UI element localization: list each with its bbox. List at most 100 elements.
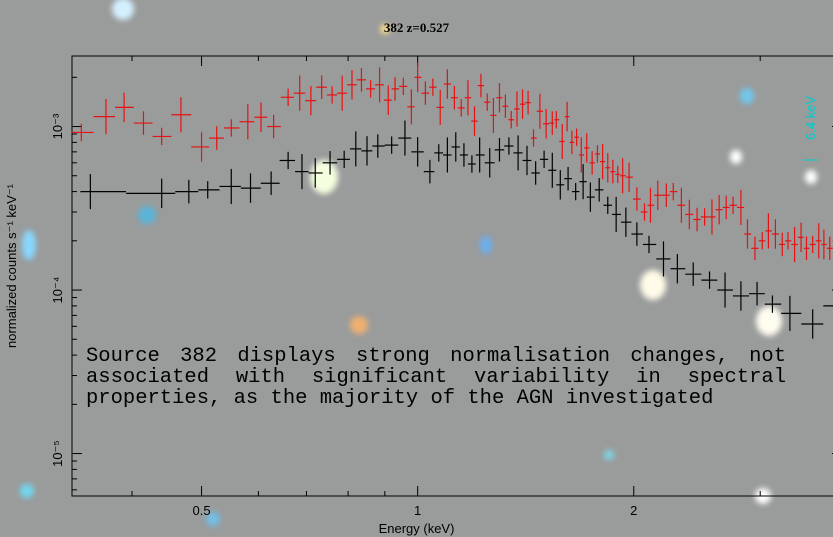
data-point: [513, 135, 523, 171]
data-point: [484, 148, 495, 178]
data-point: [715, 194, 723, 225]
data-point: [531, 161, 540, 185]
data-point: [530, 129, 537, 147]
data-point: [722, 195, 730, 220]
data-point: [536, 93, 544, 129]
data-point: [610, 159, 616, 184]
data-point: [411, 137, 424, 167]
data-point: [514, 91, 520, 127]
data-point: [175, 179, 199, 204]
data-point: [751, 236, 759, 261]
data-point: [459, 143, 468, 167]
data-point: [414, 62, 422, 93]
y-tick-label: 10⁻⁴: [50, 277, 65, 304]
data-point: [464, 80, 472, 116]
background-glow: [20, 484, 34, 498]
data-point: [549, 111, 555, 135]
data-point: [611, 196, 622, 232]
data-point: [477, 73, 485, 98]
data-point: [171, 97, 192, 133]
data-point: [539, 150, 549, 169]
data-point: [669, 182, 678, 201]
data-point: [670, 254, 686, 284]
data-point: [457, 99, 465, 117]
plot-frame: [71, 55, 833, 497]
background-glow: [22, 230, 36, 260]
data-point: [578, 137, 585, 173]
data-point: [778, 232, 786, 257]
y-tick-label: 10⁻⁵: [50, 440, 65, 467]
data-point: [375, 67, 384, 103]
background-glow: [604, 450, 614, 460]
data-point: [384, 136, 399, 154]
data-point: [594, 145, 601, 163]
data-point: [744, 219, 752, 249]
data-point: [717, 272, 733, 308]
background-glow: [805, 170, 817, 184]
data-point: [556, 170, 565, 200]
y-tick-label: 10⁻³: [50, 113, 65, 139]
caption-text: Source 382 displays strong normalisation…: [86, 345, 799, 410]
data-point: [508, 111, 515, 129]
background-glow: [112, 0, 134, 20]
data-point: [574, 128, 579, 146]
data-point: [443, 69, 451, 99]
data-point: [337, 75, 348, 111]
data-point: [429, 78, 437, 96]
data-point: [383, 85, 392, 115]
data-point: [280, 88, 294, 106]
data-point: [504, 137, 514, 155]
data-point: [700, 208, 709, 226]
x-axis-label: Energy (keV): [378, 521, 455, 536]
data-point: [662, 183, 670, 207]
data-point: [803, 236, 810, 261]
data-point: [502, 94, 509, 119]
data-point: [209, 126, 225, 150]
data-marks: [71, 62, 833, 339]
data-point: [475, 137, 485, 173]
data-point: [316, 75, 327, 99]
data-point: [605, 153, 611, 183]
data-point: [685, 199, 694, 230]
data-point: [594, 178, 604, 202]
data-point: [554, 111, 560, 129]
data-point: [603, 196, 612, 214]
data-point: [584, 133, 590, 163]
data-point: [494, 138, 505, 162]
data-point: [826, 236, 833, 261]
data-point: [421, 81, 430, 105]
data-point: [771, 219, 779, 249]
data-point: [569, 130, 575, 155]
data-point: [797, 222, 804, 253]
data-point: [133, 111, 153, 135]
data-point: [548, 152, 557, 188]
background-glow: [756, 306, 782, 336]
data-point: [484, 93, 491, 111]
background-glow: [350, 316, 368, 334]
data-point: [631, 222, 643, 246]
data-point: [729, 196, 737, 214]
data-point: [451, 132, 460, 162]
data-point: [656, 241, 671, 277]
data-point: [347, 70, 357, 100]
x-tick-label: 1: [414, 503, 421, 518]
data-point: [785, 232, 792, 250]
data-point: [748, 281, 765, 306]
data-point: [490, 97, 497, 133]
data-point: [434, 144, 444, 162]
data-point: [758, 232, 766, 250]
data-point: [356, 68, 367, 92]
data-point: [198, 181, 220, 199]
data-point: [191, 132, 210, 162]
data-point: [372, 134, 385, 158]
data-point: [219, 168, 241, 204]
data-point: [337, 150, 350, 169]
background-glow: [380, 24, 390, 34]
data-point: [640, 203, 648, 221]
data-point: [366, 80, 376, 98]
data-point: [279, 151, 296, 170]
data-point: [407, 89, 415, 125]
data-point: [399, 77, 408, 96]
data-point: [559, 123, 565, 160]
